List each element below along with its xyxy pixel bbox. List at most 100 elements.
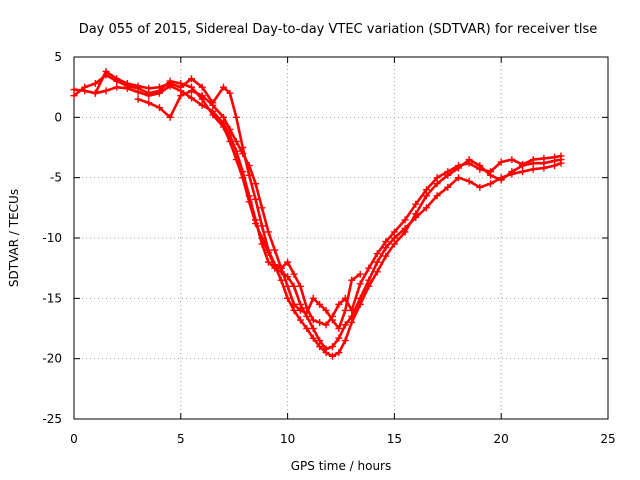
data-point xyxy=(220,123,228,131)
data-point xyxy=(155,83,163,91)
data-point xyxy=(322,321,330,329)
x-tick-label: 25 xyxy=(600,432,615,446)
x-tick-label: 0 xyxy=(70,432,78,446)
y-tick-label: 5 xyxy=(54,50,62,64)
data-point xyxy=(296,300,304,308)
data-point xyxy=(226,89,234,97)
data-point xyxy=(232,156,240,164)
data-point xyxy=(155,104,163,112)
data-point xyxy=(557,152,565,160)
data-point xyxy=(296,282,304,290)
data-point xyxy=(508,156,516,164)
data-point xyxy=(328,343,336,351)
data-point xyxy=(296,316,304,324)
data-point xyxy=(177,92,185,100)
data-point xyxy=(187,94,195,102)
data-point xyxy=(198,83,206,91)
data-point xyxy=(309,334,317,342)
data-point xyxy=(309,294,317,302)
data-point xyxy=(356,280,364,288)
chart-title: Day 055 of 2015, Sidereal Day-to-day VTE… xyxy=(79,22,598,37)
data-point xyxy=(382,252,390,260)
data-point xyxy=(348,318,356,326)
data-point xyxy=(198,101,206,109)
data-point xyxy=(551,153,559,161)
data-point xyxy=(252,220,260,228)
data-point xyxy=(476,165,484,173)
data-point xyxy=(303,325,311,332)
data-point xyxy=(422,186,430,194)
data-point xyxy=(102,87,110,95)
data-point xyxy=(529,156,537,164)
grid xyxy=(74,57,608,419)
data-point xyxy=(226,125,234,133)
data-point xyxy=(356,270,364,278)
data-point xyxy=(284,294,292,302)
data-point xyxy=(239,150,247,158)
y-tick-label: -25 xyxy=(42,412,62,426)
data-point xyxy=(209,111,217,119)
data-point xyxy=(519,168,527,176)
data-point xyxy=(258,204,266,212)
data-point xyxy=(422,204,430,212)
y-axis-label: SDTVAR / TECUs xyxy=(7,189,21,287)
data-point xyxy=(284,282,292,290)
data-point xyxy=(444,168,452,176)
data-point xyxy=(220,113,228,121)
data-point xyxy=(290,270,298,278)
data-point xyxy=(232,137,240,145)
data-point xyxy=(412,210,420,218)
data-point xyxy=(341,321,349,329)
data-point xyxy=(102,67,110,75)
x-tick-label: 10 xyxy=(280,432,295,446)
data-point xyxy=(145,99,153,107)
data-point xyxy=(113,83,121,91)
data-point xyxy=(277,264,285,272)
data-point xyxy=(316,343,324,351)
data-point xyxy=(487,180,495,188)
data-point xyxy=(335,325,343,332)
series-track-2 xyxy=(70,71,565,360)
data-point xyxy=(81,83,89,91)
data-point xyxy=(401,228,409,236)
data-point xyxy=(497,176,505,184)
data-point xyxy=(198,92,206,100)
y-tick-label: 0 xyxy=(54,110,62,124)
data-point xyxy=(373,268,381,276)
data-point xyxy=(134,82,142,90)
data-point xyxy=(316,337,324,345)
data-point xyxy=(465,177,473,185)
data-point xyxy=(264,246,272,254)
data-point xyxy=(390,234,398,242)
data-point xyxy=(335,349,343,357)
data-point xyxy=(316,318,324,326)
series-track-1 xyxy=(70,82,565,353)
ticks: 0 5 10 15 20 25 -25 -20 -15 -10 -5 0 5 xyxy=(42,50,615,446)
x-tick-label: 20 xyxy=(494,432,509,446)
data-point xyxy=(322,349,330,357)
data-point xyxy=(444,183,452,191)
data-point xyxy=(365,264,373,272)
data-point xyxy=(341,337,349,345)
data-point xyxy=(271,261,279,269)
data-point xyxy=(341,306,349,314)
data-point xyxy=(373,258,381,266)
data-point xyxy=(277,276,285,284)
data-point xyxy=(309,325,317,332)
data-point xyxy=(264,258,272,266)
data-point xyxy=(245,198,253,206)
data-point xyxy=(226,137,234,145)
data-point xyxy=(335,334,343,342)
data-point xyxy=(390,240,398,248)
data-point xyxy=(187,75,195,83)
series-line xyxy=(136,89,362,330)
data-point xyxy=(454,162,462,170)
data-point xyxy=(348,306,356,314)
data-point xyxy=(264,228,272,236)
data-point xyxy=(123,80,131,88)
data-point xyxy=(271,246,279,254)
data-point xyxy=(322,306,330,314)
data-point xyxy=(91,80,99,88)
x-tick-label: 5 xyxy=(177,432,185,446)
series-line xyxy=(94,70,563,327)
